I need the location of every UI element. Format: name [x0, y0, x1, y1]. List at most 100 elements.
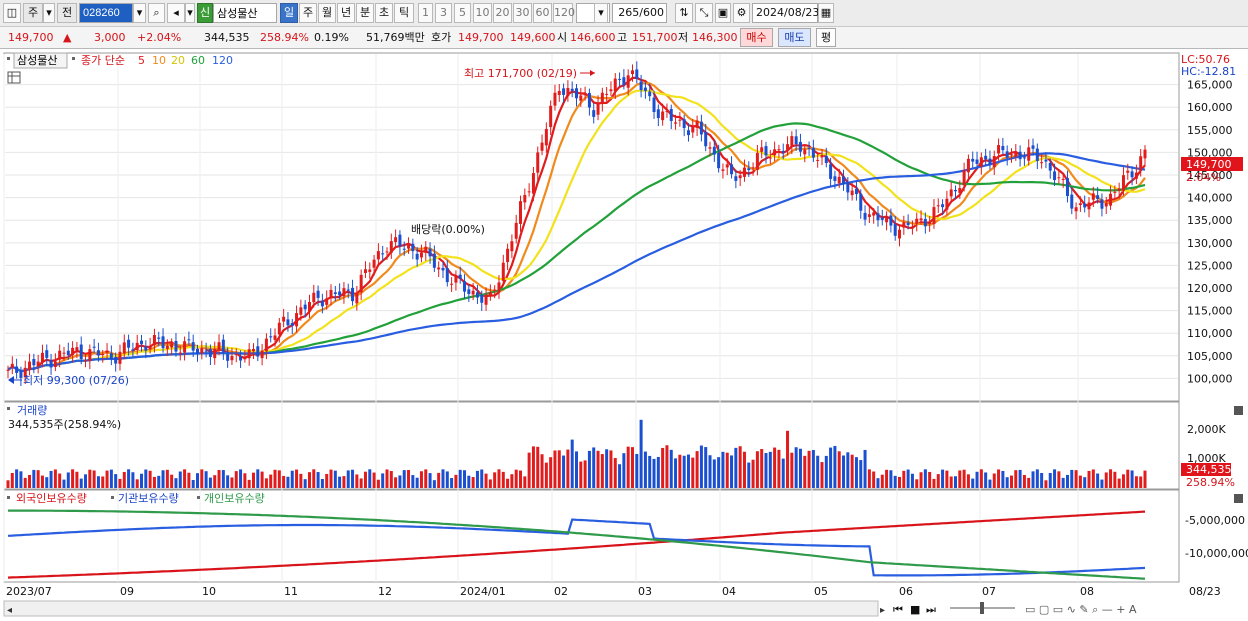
interval-30[interactable]: 30: [513, 3, 532, 23]
volume-panel-close-icon[interactable]: [1234, 406, 1243, 415]
save-icon[interactable]: ▣: [715, 3, 731, 23]
calendar-icon[interactable]: ▦: [818, 3, 834, 23]
volume-bar: [316, 472, 320, 488]
volume-bar: [264, 478, 268, 488]
tool-icons[interactable]: ▭ ▢ ▭ ∿ ✎ ⌕ — + A: [1025, 603, 1137, 616]
individual-holdings-label: 개인보유수량: [204, 492, 265, 505]
interval-3[interactable]: 3: [435, 3, 452, 23]
volume-bar: [966, 474, 970, 488]
volume-bar: [127, 469, 131, 488]
scroll-left-icon[interactable]: ◂: [7, 605, 12, 616]
candle-body: [359, 274, 363, 293]
interval-120-label: 120: [554, 6, 575, 19]
stop-icon[interactable]: ■: [910, 603, 920, 616]
turnover-value: 0.19%: [314, 31, 349, 44]
horizontal-scrollbar[interactable]: [3, 600, 879, 617]
interval-5[interactable]: 5: [454, 3, 471, 23]
volume-bar: [152, 476, 156, 488]
tab-minute[interactable]: 분: [356, 3, 374, 23]
date-field[interactable]: 2024/08/23: [752, 3, 819, 23]
candle-body: [226, 354, 230, 361]
volume-bar: [906, 469, 910, 488]
sell-button-label: 매도: [784, 31, 805, 44]
candle-body: [708, 147, 712, 149]
tab-tick[interactable]: 틱: [394, 3, 414, 23]
volume-bar: [682, 455, 686, 488]
tab-year[interactable]: 년: [337, 3, 355, 23]
tab-day[interactable]: 일: [280, 3, 298, 23]
volume-bar: [109, 469, 113, 488]
scroll-right-icon[interactable]: ▸: [880, 605, 885, 616]
interval-20[interactable]: 20: [493, 3, 512, 23]
individual-holdings-line: [8, 509, 1146, 580]
settings-icon[interactable]: ⚙: [733, 3, 750, 23]
rewind-icon[interactable]: ⏮: [893, 603, 903, 616]
candle-body: [867, 214, 871, 217]
code-dropdown-icon[interactable]: ▾: [133, 3, 146, 23]
sound-icon[interactable]: ◂: [167, 3, 185, 23]
candle-body: [320, 300, 324, 307]
chart-menu-icon[interactable]: ◫: [3, 3, 21, 23]
zoom-slider-thumb[interactable]: [980, 602, 984, 614]
candle-body: [553, 92, 557, 106]
tab-second[interactable]: 초: [375, 3, 393, 23]
stock-name-field[interactable]: [213, 3, 277, 23]
interval-1[interactable]: 1: [418, 3, 433, 23]
chart-area[interactable]: 삼성물산 종가 단순 5 10 20 60 120 최고 171,700 (02…: [0, 49, 1248, 621]
volume-bar: [239, 469, 243, 488]
tab-week[interactable]: 주: [299, 3, 317, 23]
candle-body: [971, 158, 975, 162]
volume-bar: [45, 477, 49, 488]
candle-body: [36, 361, 40, 367]
table-toggle-icon[interactable]: [7, 71, 21, 84]
volume-bar: [105, 470, 109, 488]
volume-bar: [295, 469, 299, 488]
tab-month-label: 월: [321, 6, 333, 19]
buy-button[interactable]: 매수: [740, 28, 773, 47]
candle-body: [441, 267, 445, 271]
candle-body: [583, 94, 587, 96]
sell-button[interactable]: 매도: [778, 28, 811, 47]
candle-body: [445, 268, 449, 283]
zoom-icon[interactable]: ⤡: [695, 3, 713, 23]
volume-bar: [467, 475, 471, 488]
candle-body: [221, 339, 225, 352]
volume-bar: [764, 453, 768, 488]
interval-60[interactable]: 60: [533, 3, 552, 23]
volume-bar: [299, 473, 303, 488]
candle-body: [92, 346, 96, 348]
dividend-annotation: 배당락(0.00%): [411, 223, 485, 236]
volume-bar: [669, 449, 673, 488]
interval-dropdown-icon[interactable]: ▾: [594, 3, 608, 23]
stock-label-box[interactable]: [13, 52, 68, 69]
stock-code-input[interactable]: [79, 3, 133, 23]
candle-body: [1134, 172, 1138, 179]
eval-button[interactable]: 평: [816, 28, 836, 47]
prev-select[interactable]: 전: [57, 3, 77, 23]
play-icon[interactable]: ⏭: [926, 603, 936, 616]
volume-bar: [424, 469, 428, 488]
candle-body: [1048, 162, 1052, 171]
candle-body: [217, 342, 221, 350]
interval-10[interactable]: 10: [473, 3, 492, 23]
candle-body: [898, 229, 902, 239]
ma-label: 종가 단순: [81, 54, 125, 67]
candle-body: [734, 176, 738, 181]
sound-dropdown-icon[interactable]: ▾: [185, 3, 195, 23]
interval-120[interactable]: 120: [553, 3, 575, 23]
volume-bar: [204, 471, 208, 488]
volume-bar: [463, 470, 467, 488]
period-dropdown-icon[interactable]: ▾: [43, 3, 55, 23]
foreign-holdings-line: [7, 510, 1146, 579]
volume-bar: [454, 474, 458, 488]
period-select[interactable]: 주: [23, 3, 43, 23]
toggle-icon[interactable]: ⇅: [675, 3, 693, 23]
candle-body: [648, 91, 652, 97]
count-field[interactable]: 265/600: [612, 3, 667, 23]
volume-bar: [174, 478, 178, 488]
candle-body: [62, 352, 66, 354]
holdings-panel-close-icon[interactable]: [1234, 494, 1243, 503]
volume-tick-1000k: 1,000K: [1187, 452, 1226, 465]
tab-month[interactable]: 월: [318, 3, 336, 23]
search-icon[interactable]: ⌕: [148, 3, 165, 23]
